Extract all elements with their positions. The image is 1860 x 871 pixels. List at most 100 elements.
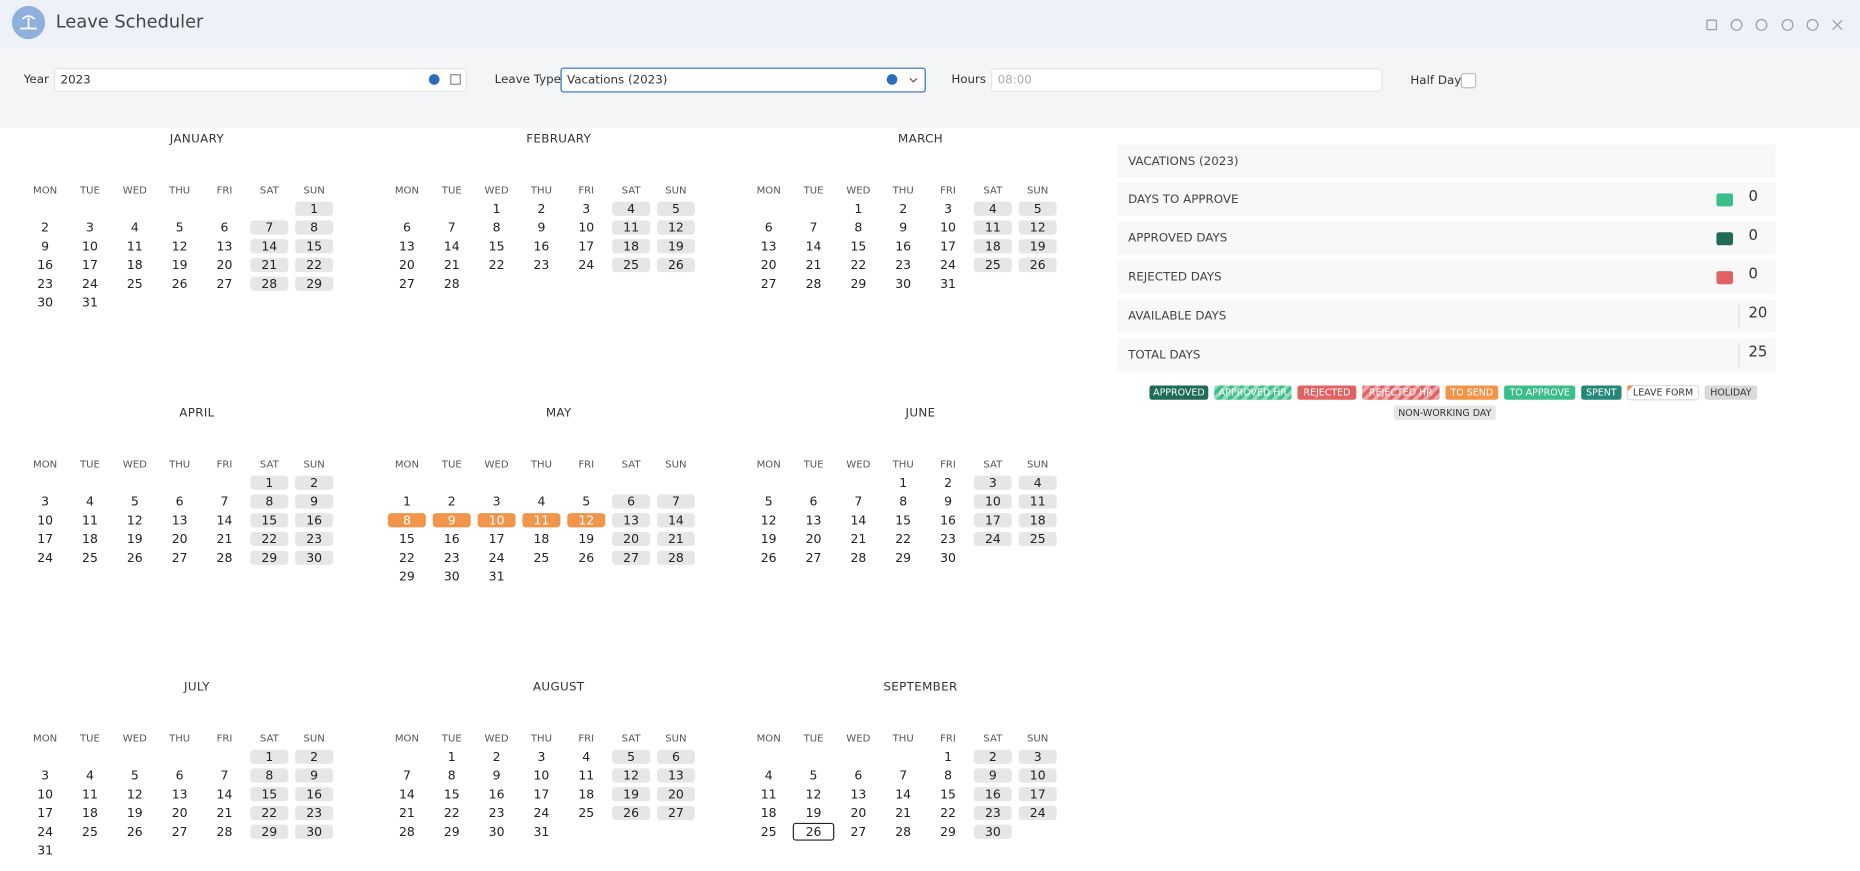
day-number[interactable]: 10	[578, 220, 594, 235]
day-number[interactable]: 3	[493, 494, 501, 509]
day-number[interactable]: 19	[1030, 238, 1046, 253]
day-number[interactable]: 29	[399, 569, 415, 584]
day-number[interactable]: 31	[37, 843, 53, 858]
hours-input[interactable]	[991, 68, 1383, 92]
day-number[interactable]: 26	[578, 550, 594, 565]
day-number[interactable]: 6	[854, 768, 862, 783]
day-number[interactable]: 18	[985, 238, 1001, 253]
day-number[interactable]: 30	[489, 824, 505, 839]
day-number[interactable]: 5	[1034, 201, 1042, 216]
day-number[interactable]: 28	[444, 276, 460, 291]
day-number[interactable]: 14	[444, 238, 460, 253]
day-number[interactable]: 4	[1034, 475, 1042, 490]
day-number[interactable]: 19	[806, 805, 822, 820]
day-number[interactable]: 1	[493, 201, 501, 216]
day-number[interactable]: 25	[623, 257, 639, 272]
day-number[interactable]: 7	[672, 494, 680, 509]
day-number[interactable]: 12	[761, 512, 777, 527]
day-number[interactable]: 22	[399, 550, 415, 565]
day-number[interactable]: 1	[265, 475, 273, 490]
day-number[interactable]: 5	[176, 220, 184, 235]
day-number[interactable]: 23	[37, 276, 53, 291]
day-number[interactable]: 8	[493, 220, 501, 235]
day-number[interactable]: 9	[41, 238, 49, 253]
day-number[interactable]: 28	[806, 276, 822, 291]
day-number[interactable]: 7	[221, 768, 229, 783]
day-number[interactable]: 17	[1030, 786, 1046, 801]
day-number[interactable]: 6	[627, 494, 635, 509]
day-number[interactable]: 18	[761, 805, 777, 820]
day-number[interactable]: 29	[940, 824, 956, 839]
day-number[interactable]: 16	[895, 238, 911, 253]
day-number[interactable]: 9	[944, 494, 952, 509]
day-number[interactable]: 6	[403, 220, 411, 235]
day-number[interactable]: 22	[306, 257, 322, 272]
day-number[interactable]: 30	[306, 550, 322, 565]
day-number[interactable]: 15	[444, 786, 460, 801]
dropdown-icon[interactable]	[909, 77, 918, 83]
day-number[interactable]: 19	[668, 238, 684, 253]
day-number[interactable]: 4	[86, 494, 94, 509]
window-icons[interactable]	[1706, 18, 1843, 31]
day-number[interactable]: 27	[668, 805, 684, 820]
day-number[interactable]: 24	[489, 550, 505, 565]
day-number[interactable]: 22	[940, 805, 956, 820]
day-number[interactable]: 7	[403, 768, 411, 783]
day-number[interactable]: 15	[399, 531, 415, 546]
day-number[interactable]: 27	[217, 276, 233, 291]
day-number[interactable]: 18	[127, 257, 143, 272]
day-number[interactable]: 11	[1030, 494, 1046, 509]
day-number[interactable]: 23	[895, 257, 911, 272]
day-number[interactable]: 11	[82, 786, 98, 801]
day-number[interactable]: 16	[489, 786, 505, 801]
day-number[interactable]: 30	[306, 824, 322, 839]
day-number[interactable]: 19	[127, 805, 143, 820]
day-number[interactable]: 28	[217, 550, 233, 565]
day-number[interactable]: 10	[82, 238, 98, 253]
day-number[interactable]: 14	[261, 238, 277, 253]
day-number[interactable]: 20	[668, 786, 684, 801]
day-number[interactable]: 1	[448, 749, 456, 764]
day-number[interactable]: 21	[217, 805, 233, 820]
day-number[interactable]: 31	[533, 824, 549, 839]
day-number[interactable]: 9	[537, 220, 545, 235]
today-day[interactable]	[792, 822, 835, 841]
day-number[interactable]: 1	[310, 201, 318, 216]
day-number[interactable]: 18	[1030, 512, 1046, 527]
day-number[interactable]: 11	[127, 238, 143, 253]
day-number[interactable]: 29	[850, 276, 866, 291]
day-number[interactable]: 30	[940, 550, 956, 565]
day-number[interactable]: 18	[623, 238, 639, 253]
day-number[interactable]: 17	[578, 238, 594, 253]
day-number[interactable]: 28	[895, 824, 911, 839]
day-number[interactable]: 14	[217, 786, 233, 801]
day-number[interactable]: 11	[623, 220, 639, 235]
day-number[interactable]: 29	[261, 824, 277, 839]
day-number[interactable]: 12	[172, 238, 188, 253]
day-number[interactable]: 9	[899, 220, 907, 235]
day-number[interactable]: 24	[985, 531, 1001, 546]
day-number[interactable]: 24	[533, 805, 549, 820]
day-number[interactable]: 29	[895, 550, 911, 565]
day-number[interactable]: 7	[810, 220, 818, 235]
day-number[interactable]: 13	[761, 238, 777, 253]
day-number[interactable]: 10	[37, 786, 53, 801]
day-number[interactable]: 8	[265, 494, 273, 509]
day-number[interactable]: 22	[261, 805, 277, 820]
day-number[interactable]: 14	[668, 512, 684, 527]
day-number[interactable]: 6	[176, 768, 184, 783]
day-number[interactable]: 16	[444, 531, 460, 546]
day-number[interactable]: 10	[533, 768, 549, 783]
day-number[interactable]: 24	[578, 257, 594, 272]
day-number[interactable]: 4	[537, 494, 545, 509]
day-number[interactable]: 12	[806, 786, 822, 801]
day-number[interactable]: 2	[899, 201, 907, 216]
day-number[interactable]: 23	[533, 257, 549, 272]
day-number[interactable]: 28	[217, 824, 233, 839]
day-number[interactable]: 6	[810, 494, 818, 509]
day-number[interactable]: 7	[854, 494, 862, 509]
day-number[interactable]: 27	[399, 276, 415, 291]
day-number[interactable]: 10	[37, 512, 53, 527]
day-number[interactable]: 8	[854, 220, 862, 235]
day-number[interactable]: 25	[82, 550, 98, 565]
